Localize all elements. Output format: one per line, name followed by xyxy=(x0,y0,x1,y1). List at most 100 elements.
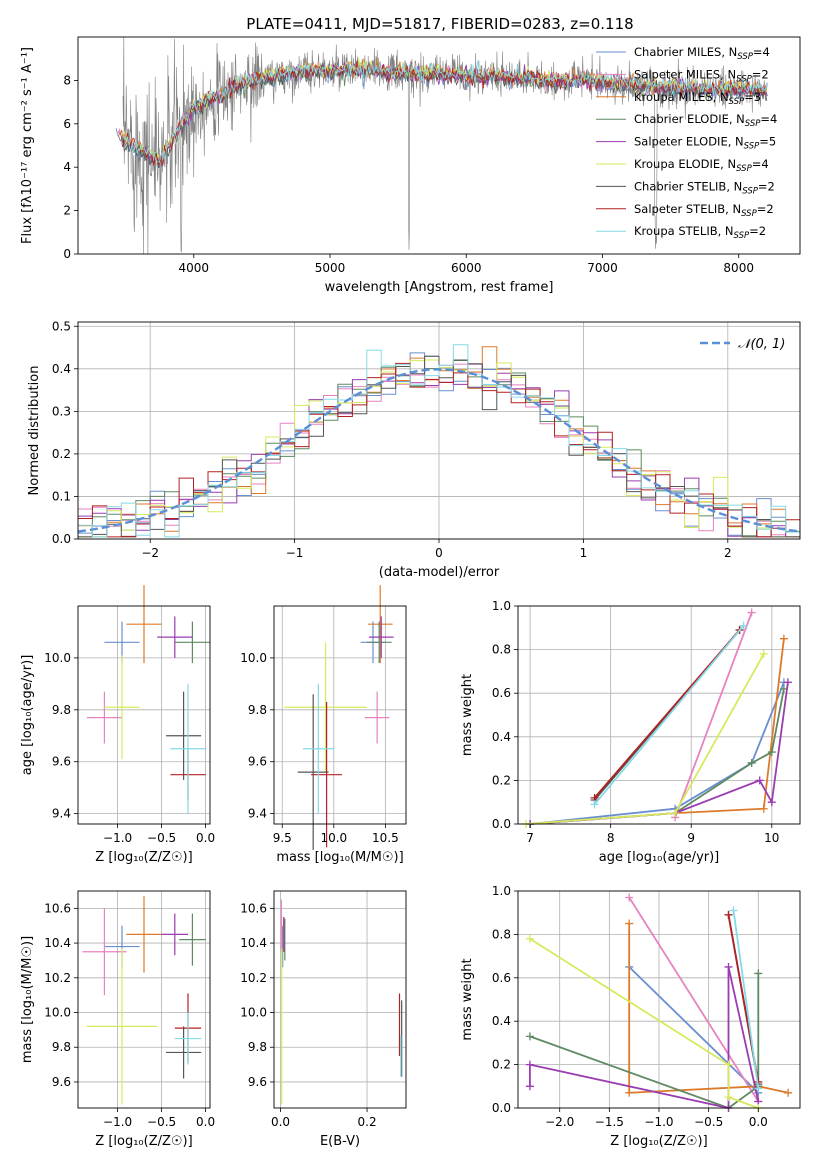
weight-marker xyxy=(525,1060,534,1069)
residuals-panel: −2 −1 0 1 2 0.0 0.1 0.2 0.3 0.4 0.5 (data-model)/er… xyxy=(27,319,801,580)
weight-marker xyxy=(747,758,756,767)
legend-entry: Salpeter ELODIE, NSSP=5 xyxy=(634,135,776,152)
x-tick-label: −0.5 xyxy=(694,1115,723,1129)
y-tick-label: 10.0 xyxy=(44,651,71,665)
x-axis-label: (data-model)/error xyxy=(379,565,500,580)
y-tick-label: 9.4 xyxy=(248,807,267,821)
x-tick-label: −2 xyxy=(141,546,159,560)
errorbar-point xyxy=(157,616,193,658)
weight-marker xyxy=(729,906,738,915)
axes-frame xyxy=(517,890,801,1109)
x-tick-label: 2 xyxy=(724,546,732,560)
errorbar-point xyxy=(166,1026,202,1079)
y-tick-label: 10.2 xyxy=(44,971,71,985)
weight-marker xyxy=(671,809,680,818)
y-tick-label: 10.0 xyxy=(44,1006,71,1020)
y-tick-label: 6 xyxy=(63,117,71,131)
x-tick-label: 0.2 xyxy=(358,1115,377,1129)
y-tick-label: 10.0 xyxy=(240,1006,267,1020)
x-axis-label: Z [log₁₀(Z/Z☉)] xyxy=(95,850,192,865)
y-tick-label: 0.3 xyxy=(52,404,71,418)
x-tick-label: −0.5 xyxy=(147,831,176,845)
errorbar-point xyxy=(126,896,162,973)
y-tick-label: 9.6 xyxy=(248,755,267,769)
y-tick-label: 0.6 xyxy=(492,971,511,985)
x-axis-label: age [log₁₀(age/yr)] xyxy=(599,850,720,865)
y-tick-label: 0.0 xyxy=(492,1101,511,1115)
x-tick-label: 7 xyxy=(526,831,534,845)
legend-entry: Kroupa STELIB, NSSP=2 xyxy=(634,224,766,241)
x-tick-label: 8 xyxy=(607,831,615,845)
plot-area xyxy=(522,608,792,828)
axes-frame xyxy=(77,605,211,825)
weight-vs-age-panel: 7 8 9 10 0.0 0.2 0.4 0.6 0.8 1.0 age [log₁₀(age/yr… xyxy=(460,599,801,865)
x-tick-label: 0 xyxy=(435,546,443,560)
y-tick-label: 10.0 xyxy=(240,651,267,665)
y-tick-label: 10.2 xyxy=(240,971,267,985)
weight-line xyxy=(593,629,741,799)
plot-area xyxy=(115,37,768,254)
weight-marker xyxy=(625,919,634,928)
legend-entry: Chabrier MILES, NSSP=4 xyxy=(634,45,770,62)
age-vs-metallicity-panel: −1.0 −0.5 0.0 9.4 9.6 9.8 10.0 Z [log₁₀(Z/Z☉)] a… xyxy=(20,585,215,865)
x-axis-label: Z [log₁₀(Z/Z☉)] xyxy=(610,1134,707,1149)
y-axis-label: mass weight xyxy=(460,674,475,756)
axes-frame xyxy=(517,605,801,825)
x-tick-label: 6000 xyxy=(451,261,482,275)
y-tick-label: 0.0 xyxy=(492,817,511,831)
y-axis-label: mass [log₁₀(M/M☉)] xyxy=(20,936,35,1063)
errorbar-point xyxy=(161,913,188,956)
y-tick-label: 9.8 xyxy=(52,1040,71,1054)
weight-marker xyxy=(767,798,776,807)
axes-frame xyxy=(77,321,801,540)
y-tick-label: 9.6 xyxy=(52,755,71,769)
x-tick-label: 10.0 xyxy=(320,831,347,845)
model-spectrum-line xyxy=(123,60,767,164)
y-tick-label: 0.2 xyxy=(52,447,71,461)
axes-frame xyxy=(273,890,407,1109)
y-tick-label: 0.8 xyxy=(492,643,511,657)
y-tick-label: 0.5 xyxy=(52,319,71,333)
figure-title: PLATE=0411, MJD=51817, FIBERID=0283, z=0… xyxy=(246,15,633,33)
y-tick-label: 0.0 xyxy=(52,532,71,546)
y-tick-label: 9.8 xyxy=(52,703,71,717)
normal-curve xyxy=(78,368,800,533)
residual-histogram xyxy=(78,359,800,539)
errorbar-point xyxy=(174,1012,202,1065)
errorbar-point xyxy=(367,585,393,664)
weight-marker xyxy=(767,748,776,757)
errorbar-point xyxy=(366,621,392,664)
weight-marker xyxy=(724,962,733,971)
errorbar-point xyxy=(126,585,162,664)
residual-histogram xyxy=(78,344,800,539)
weight-marker xyxy=(625,893,634,902)
y-tick-label: 0.2 xyxy=(492,1058,511,1072)
y-axis-label: Flux [fλ10⁻¹⁷ erg cm⁻² s⁻¹ A⁻¹] xyxy=(20,47,35,244)
weight-marker xyxy=(525,1082,534,1091)
errorbar-point xyxy=(302,683,334,814)
model-spectrum-line xyxy=(121,61,768,168)
y-tick-label: 2 xyxy=(63,204,71,218)
weight-line xyxy=(732,910,760,1089)
y-tick-label: 0.4 xyxy=(492,730,511,744)
weight-marker xyxy=(747,608,756,617)
x-tick-label: 9 xyxy=(687,831,695,845)
errorbar-point xyxy=(364,691,390,744)
y-tick-label: 10.4 xyxy=(240,936,267,950)
x-tick-label: 0.0 xyxy=(196,1115,215,1129)
legend-entry: Salpeter MILES, NSSP=2 xyxy=(634,67,769,84)
y-tick-label: 0.2 xyxy=(492,773,511,787)
x-tick-label: 0.0 xyxy=(196,831,215,845)
weight-line xyxy=(530,682,789,825)
errorbar-point xyxy=(82,908,127,996)
y-tick-label: 0 xyxy=(63,247,71,261)
y-tick-label: 10.6 xyxy=(44,901,71,915)
errorbar-point xyxy=(86,691,122,744)
legend-entry: Chabrier STELIB, NSSP=2 xyxy=(634,179,775,196)
weight-line xyxy=(529,937,759,1109)
weight-marker xyxy=(724,910,733,919)
weight-vs-metallicity-panel: −2.0 −1.5 −1.0 −0.5 0.0 0.0 0.2 0.4 0.6 0.8 1.0 Z [… xyxy=(460,884,801,1149)
errorbar-point xyxy=(284,642,367,773)
mass-vs-extinction-panel: 0.0 0.2 9.6 9.8 10.0 10.2 10.4 10.6 E(B-V) xyxy=(240,890,407,1149)
plot-area xyxy=(284,585,394,850)
